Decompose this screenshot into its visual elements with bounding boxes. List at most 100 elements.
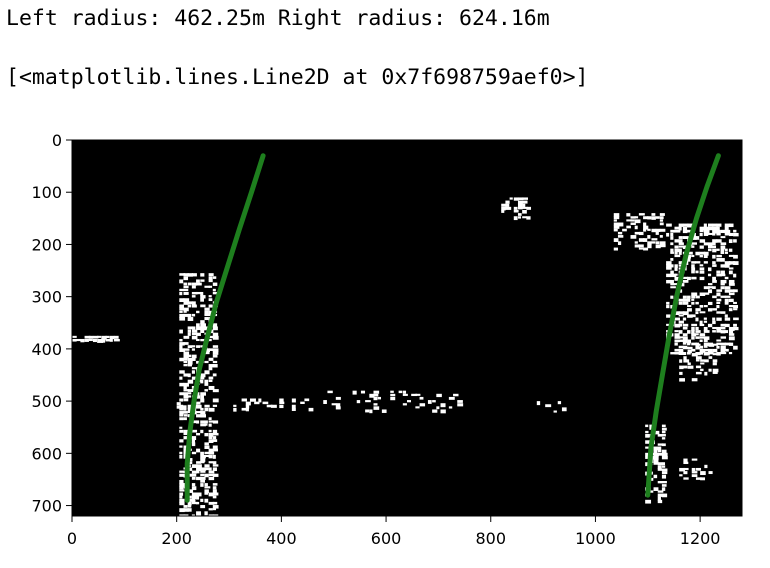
lane-pixel: [716, 345, 720, 349]
lane-pixel: [204, 407, 209, 412]
lane-pixel: [200, 392, 206, 396]
lane-pixel: [196, 323, 200, 327]
lane-pixel: [200, 323, 206, 327]
lane-pixel: [682, 236, 689, 239]
lane-pixel: [699, 345, 704, 349]
lane-pixel: [208, 420, 214, 423]
lane-pixel: [191, 304, 197, 308]
lane-pixel: [643, 225, 649, 230]
lane-pixel: [682, 301, 689, 305]
lane-pixel: [208, 417, 212, 420]
lane-pixel: [208, 429, 212, 433]
lane-pixel: [657, 449, 662, 453]
lane-pixel: [212, 364, 218, 368]
lane-pixel: [691, 276, 697, 280]
lane-pixel: [183, 392, 189, 396]
x-tick-label: 0: [67, 529, 77, 548]
lane-pixel: [208, 448, 214, 453]
lane-pixel: [687, 295, 691, 299]
lane-pixel: [728, 342, 734, 346]
lane-pixel: [674, 352, 681, 355]
lane-pixel: [183, 382, 189, 387]
lane-pixel: [707, 308, 713, 312]
lane-pixel: [212, 439, 218, 442]
lane-pixel: [536, 401, 541, 406]
lane-pixel: [666, 279, 672, 284]
lane-pixel: [187, 282, 192, 286]
lane-pixel: [716, 254, 722, 258]
lane-pixel: [657, 443, 664, 446]
lane-pixel: [513, 197, 519, 201]
lane-pixel: [279, 401, 285, 405]
lane-pixel: [670, 264, 674, 268]
lane-pixel: [720, 242, 727, 246]
lane-pixel: [241, 407, 247, 411]
y-tick-label: 600: [31, 444, 62, 463]
lane-pixel: [373, 406, 380, 410]
lane-pixel: [335, 403, 341, 407]
lane-pixel: [645, 424, 649, 428]
lane-pixel: [208, 348, 213, 351]
lane-pixel: [208, 467, 212, 471]
lane-pixel: [707, 301, 713, 306]
lane-pixel: [187, 345, 193, 349]
lane-pixel: [187, 364, 192, 367]
lane-pixel: [212, 323, 218, 328]
lane-pixel: [695, 236, 700, 240]
lane-pixel: [553, 410, 557, 413]
lane-pixel: [105, 338, 111, 342]
lane-pixel: [179, 307, 185, 311]
lane-pixel: [720, 258, 725, 262]
lane-pixel: [613, 247, 618, 251]
lane-pixel: [670, 258, 674, 261]
lane-pixel: [72, 338, 77, 342]
lane-pixel: [196, 345, 201, 348]
lane-pixel: [661, 427, 667, 431]
lane-pixel: [674, 264, 678, 268]
y-tick-label: 700: [31, 497, 62, 516]
x-tick-label: 400: [266, 529, 297, 548]
lane-pixel: [655, 231, 659, 235]
lane-pixel: [720, 283, 725, 286]
lane-pixel: [712, 317, 716, 321]
lane-pixel: [183, 291, 189, 295]
lane-pixel: [517, 197, 524, 201]
lane-pixel: [204, 420, 208, 424]
lane-pixel: [712, 295, 717, 299]
lane-pixel: [191, 376, 196, 380]
lane-pixel: [200, 395, 204, 399]
lane-pixel: [183, 335, 190, 339]
lane-pixel: [84, 338, 89, 342]
lane-pixel: [436, 393, 442, 398]
lane-pixel: [262, 401, 269, 405]
lane-pixel: [670, 248, 674, 253]
x-tick-label: 200: [161, 529, 192, 548]
lane-pixel: [191, 301, 196, 306]
lane-pixel: [196, 464, 202, 469]
lane-pixel: [678, 242, 684, 245]
lane-pixel: [683, 467, 689, 471]
lane-pixel: [728, 283, 735, 286]
lane-pixel: [183, 505, 188, 508]
lane-pixel: [204, 285, 210, 288]
lane-pixel: [716, 289, 723, 292]
lane-pixel: [728, 261, 735, 265]
lane-pixel: [728, 267, 734, 270]
lane-pixel: [300, 401, 305, 404]
lane-pixel: [187, 495, 192, 499]
lane-pixel: [187, 473, 193, 477]
lane-pixel: [92, 338, 97, 343]
lane-pixel: [191, 436, 197, 441]
lane-pixel: [691, 295, 696, 299]
lane-pixel: [183, 395, 189, 399]
lane-pixel: [720, 270, 725, 275]
lane-pixel: [200, 505, 206, 509]
lane-pixel: [258, 398, 262, 403]
lane-pixel: [183, 398, 189, 402]
lane-pixel: [200, 379, 204, 384]
lane-pixel: [200, 320, 205, 325]
lane-pixel: [703, 254, 708, 259]
lane-pixel: [200, 458, 206, 462]
lane-pixel: [733, 308, 738, 311]
lane-pixel: [179, 345, 183, 349]
